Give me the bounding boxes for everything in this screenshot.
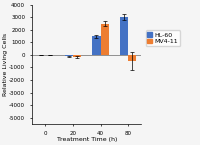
- Bar: [65, 55, 73, 56]
- Y-axis label: Relative Living Cells: Relative Living Cells: [3, 33, 8, 96]
- Bar: [73, 55, 81, 57]
- Bar: [120, 17, 128, 55]
- X-axis label: Treatment Time (h): Treatment Time (h): [57, 137, 117, 142]
- Legend: HL-60, MV4-11: HL-60, MV4-11: [146, 30, 180, 46]
- Bar: [101, 24, 109, 55]
- Bar: [128, 55, 136, 61]
- Bar: [92, 36, 101, 55]
